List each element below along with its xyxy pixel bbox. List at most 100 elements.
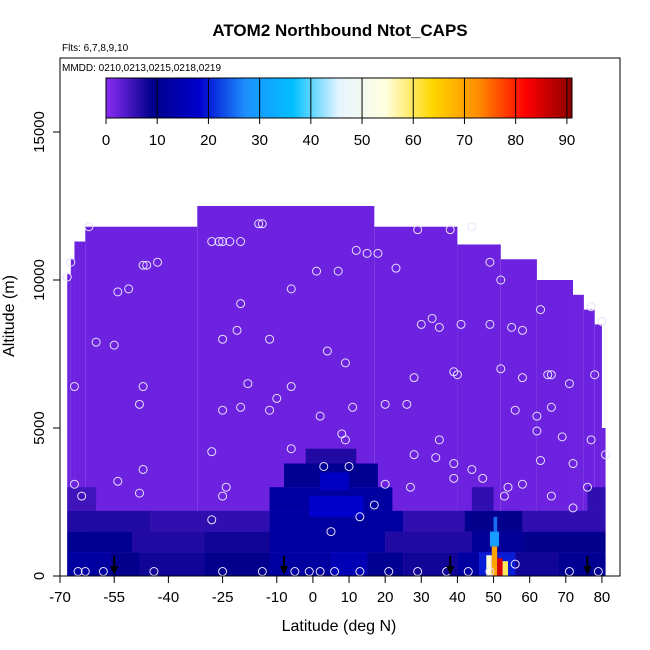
sample-point-96 — [517, 479, 527, 489]
heat-cell-5 — [330, 552, 368, 576]
sample-point-45 — [69, 382, 79, 392]
sample-point-51 — [452, 370, 462, 380]
heat-cell-22 — [403, 510, 465, 532]
sample-point-86 — [138, 464, 148, 474]
plot-area — [62, 206, 611, 577]
sample-point-14 — [257, 219, 267, 229]
heat-cell-27 — [471, 487, 494, 511]
x-tick-label-13: 80 — [594, 589, 611, 606]
sample-point-20 — [373, 248, 383, 258]
y-tick-label-2: 10000 — [31, 259, 48, 301]
sample-point-4 — [124, 284, 134, 294]
heat-cell-20 — [150, 510, 270, 532]
sample-point-91 — [380, 479, 390, 489]
heat-cell-18 — [522, 531, 606, 553]
colorbar-tick-label-4: 40 — [302, 132, 319, 149]
sample-point-85 — [601, 450, 611, 460]
sample-point-57 — [590, 370, 600, 380]
heat-cell-15 — [269, 531, 386, 553]
sample-point-81 — [449, 459, 459, 469]
sample-point-54 — [543, 370, 553, 380]
sample-point-13 — [254, 219, 264, 229]
heat-cell-21 — [269, 510, 404, 532]
y-axis: 0 5000 10000 15000 — [31, 111, 60, 580]
heat-cell-7 — [403, 552, 458, 576]
heat-cell-32 — [320, 472, 350, 491]
sample-point-43 — [517, 325, 527, 335]
heat-cell-35 — [497, 558, 503, 576]
sample-point-35 — [322, 346, 332, 356]
sample-point-94 — [478, 473, 488, 483]
sample-point-88 — [69, 479, 79, 489]
sample-point-12 — [236, 237, 246, 247]
sample-point-103 — [546, 491, 556, 501]
x-tick-label-0: -70 — [49, 589, 71, 606]
sample-point-0 — [62, 272, 72, 282]
sample-point-90 — [221, 482, 231, 492]
sample-point-59 — [218, 405, 228, 415]
sample-point-75 — [586, 435, 596, 445]
y-tick-label-1: 5000 — [31, 411, 48, 444]
sample-point-9 — [214, 237, 224, 247]
x-tick-label-12: 70 — [557, 589, 574, 606]
colorbar-gradient — [105, 77, 573, 119]
sample-point-93 — [449, 473, 459, 483]
dates-label: MMDD: 0210,0213,0215,0218,0219 — [62, 63, 221, 74]
sample-point-52 — [496, 364, 506, 374]
sample-point-33 — [218, 334, 228, 344]
heat-cell-4 — [269, 552, 331, 576]
sample-point-89 — [113, 476, 123, 486]
sample-point-24 — [467, 222, 477, 232]
x-tick-label-11: 60 — [521, 589, 538, 606]
sample-point-87 — [319, 461, 329, 471]
sample-point-42 — [507, 322, 517, 332]
sample-point-32 — [109, 340, 119, 350]
sample-point-56 — [564, 379, 574, 389]
colorbar-tick-label-8: 80 — [507, 132, 524, 149]
sample-point-31 — [91, 337, 101, 347]
sample-point-19 — [362, 248, 372, 258]
heat-cell-1 — [110, 552, 140, 576]
sample-point-79 — [409, 450, 419, 460]
heat-cell-6 — [367, 552, 404, 576]
heat-cell-11 — [558, 552, 606, 576]
flight-arrow-0 — [110, 556, 119, 575]
sample-point-21 — [391, 263, 401, 273]
heat-cell-24 — [522, 510, 606, 532]
flight-arrow-1 — [280, 556, 288, 575]
sample-point-58 — [134, 399, 144, 409]
sample-point-40 — [456, 319, 466, 329]
sample-point-16 — [312, 266, 322, 276]
sample-point-83 — [536, 456, 546, 466]
colorbar-tick-label-3: 30 — [251, 132, 268, 149]
heat-cell-38 — [493, 516, 498, 532]
x-axis: -70 -55 -40 -25 -10 0 10 20 30 40 50 60 70 80 — [49, 576, 610, 606]
sample-point-99 — [134, 488, 144, 498]
sample-point-84 — [568, 459, 578, 469]
colorbar-tick-label-1: 10 — [149, 132, 166, 149]
sample-point-67 — [510, 405, 520, 415]
sample-point-30 — [232, 325, 242, 335]
sample-point-34 — [265, 334, 275, 344]
colorbar: 0 10 20 30 40 50 60 70 80 90 — [102, 77, 575, 149]
envelope-column-10 — [583, 309, 595, 576]
sample-point-78 — [344, 461, 354, 471]
sample-point-69 — [546, 402, 556, 412]
sample-point-29 — [236, 299, 246, 309]
heat-cell-19 — [67, 510, 151, 532]
x-tick-label-5: 0 — [309, 589, 317, 606]
heat-cell-36 — [502, 561, 508, 576]
sample-point-64 — [348, 402, 358, 412]
sample-point-105 — [207, 515, 217, 525]
flight-arrow-3 — [583, 556, 592, 575]
heat-cell-31 — [309, 496, 364, 517]
x-axis-label: Latitude (deg N) — [282, 618, 397, 635]
x-tick-label-4: -10 — [266, 589, 288, 606]
heat-cell-30 — [305, 448, 357, 464]
y-tick-label-0: 0 — [31, 572, 48, 580]
sample-point-72 — [434, 435, 444, 445]
colorbar-tick-label-7: 70 — [456, 132, 473, 149]
heat-cell-16 — [385, 531, 472, 553]
sample-point-49 — [409, 373, 419, 383]
colorbar-tick-label-2: 20 — [200, 132, 217, 149]
